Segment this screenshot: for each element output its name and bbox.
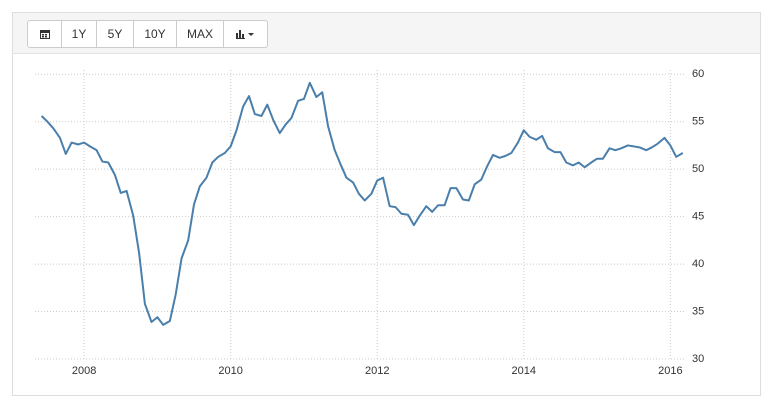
- x-tick-label: 2016: [658, 365, 682, 377]
- x-tick-label: 2014: [512, 365, 536, 377]
- chart-type-icon: [235, 30, 254, 39]
- toolbar: 1Y 5Y 10Y MAX: [13, 13, 760, 54]
- chart-type-button[interactable]: [223, 21, 267, 47]
- button-group: 1Y 5Y 10Y MAX: [27, 20, 268, 48]
- range-button[interactable]: MAX: [176, 21, 223, 47]
- range-button[interactable]: 1Y: [61, 21, 96, 47]
- x-tick-label: 2008: [72, 365, 96, 377]
- y-tick-label: 35: [692, 305, 704, 317]
- calendar-button[interactable]: [28, 21, 61, 47]
- y-tick-label: 30: [692, 353, 704, 365]
- x-tick-label: 2012: [365, 365, 389, 377]
- x-tick-label: 2010: [218, 365, 242, 377]
- range-button[interactable]: 10Y: [133, 21, 176, 47]
- y-tick-label: 45: [692, 211, 704, 223]
- data-line: [40, 81, 684, 326]
- y-tick-label: 50: [692, 163, 704, 175]
- y-tick-label: 55: [692, 116, 704, 128]
- calendar-icon: [39, 30, 50, 39]
- chart-panel: 1Y 5Y 10Y MAX: [12, 12, 761, 396]
- range-button[interactable]: 5Y: [96, 21, 133, 47]
- y-tick-label: 40: [692, 258, 704, 270]
- y-tick-label: 60: [692, 68, 704, 80]
